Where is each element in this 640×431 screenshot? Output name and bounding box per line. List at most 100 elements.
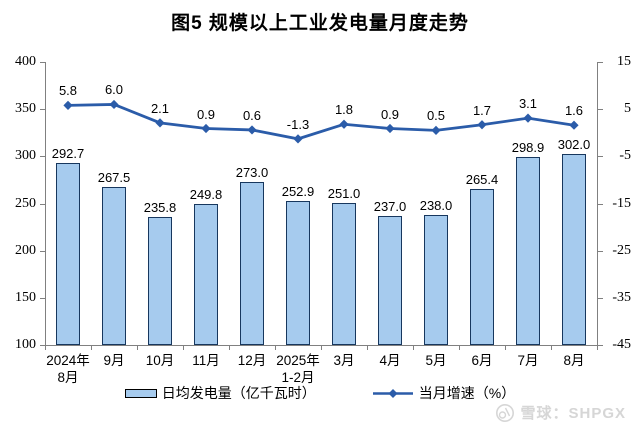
y-left-tick (40, 297, 45, 299)
line-value-label: 0.9 (196, 106, 216, 122)
y-right-tick-label: 5 (624, 101, 631, 117)
legend-item-bar: 日均发电量（亿千瓦时） (124, 383, 316, 403)
y-left-tick-label: 400 (15, 54, 36, 69)
xueqiu-logo-icon (495, 403, 515, 423)
x-axis-label: 9月 (103, 353, 125, 368)
bar-value-label: 302.0 (557, 137, 591, 153)
y-right-tick (598, 62, 603, 63)
bar-value-label: 251.0 (327, 185, 361, 201)
bar-series-swatch-icon (124, 388, 157, 398)
y-left-tick-label: 250 (15, 195, 36, 211)
x-axis-label: 5月 (425, 353, 447, 368)
y-left-tick (40, 62, 45, 63)
bar-value-label: 238.0 (419, 197, 453, 213)
x-axis-label: 8月 (563, 353, 585, 368)
x-axis-label: 12月 (237, 353, 267, 368)
bar (286, 200, 310, 345)
x-tick (505, 346, 506, 350)
bar (424, 214, 448, 345)
line-value-label: 0.5 (426, 108, 446, 124)
watermark-text: 雪球：SHPGX (520, 405, 626, 422)
y-right-tick-label: -25 (612, 242, 631, 258)
y-left-tick-label: 100 (15, 337, 36, 352)
y-right-tick-label: -15 (612, 195, 631, 211)
x-axis-label: 3月 (333, 353, 355, 368)
legend-item-line: 当月增速（%） (372, 383, 515, 403)
y-right-tick (598, 156, 603, 158)
bar-value-label: 273.0 (235, 164, 269, 180)
x-tick (413, 346, 414, 350)
line-value-label: 5.8 (58, 83, 78, 99)
x-tick (229, 346, 230, 350)
line-value-label: 6.0 (104, 82, 124, 98)
x-axis-label: 4月 (379, 353, 401, 368)
x-axis-label: 2024年 8月 (46, 353, 90, 385)
legend-line-label: 当月增速（%） (418, 385, 516, 401)
line-value-label: 2.1 (150, 100, 170, 116)
chart-title: 图5 规模以上工业发电量月度走势 (171, 13, 469, 34)
y-right-tick-label: -45 (612, 337, 631, 352)
legend: 日均发电量（亿千瓦时） 当月增速（%） (0, 383, 640, 403)
y-left-tick-label: 300 (15, 148, 36, 164)
y-right-tick (598, 250, 603, 252)
line-value-label: 1.8 (334, 102, 354, 118)
y-left-tick-label: 350 (15, 101, 36, 117)
bar (56, 163, 80, 345)
line-value-label: 0.6 (242, 107, 262, 123)
y-left-tick-label: 150 (15, 289, 36, 305)
bar-value-label: 265.4 (465, 171, 499, 187)
y-right-tick-label: -5 (619, 148, 631, 164)
y-left-tick (40, 345, 45, 346)
y-left-tick (40, 156, 45, 158)
line-value-label: 1.7 (472, 102, 492, 118)
bar-value-label: 249.8 (189, 186, 223, 202)
bar-value-label: 237.0 (373, 198, 407, 214)
line-value-label: -1.3 (286, 116, 310, 132)
y-right-tick (598, 203, 603, 205)
x-axis-label: 7月 (517, 353, 539, 368)
y-right-tick-label: 15 (617, 54, 631, 69)
y-left-axis-line (45, 62, 46, 345)
y-left-tick (40, 250, 45, 252)
bar (148, 216, 172, 345)
x-tick (367, 346, 368, 350)
y-right-tick-label: -35 (612, 289, 631, 305)
y-right-tick (598, 109, 603, 111)
line-value-label: 1.6 (564, 103, 584, 119)
line-value-label: 0.9 (380, 106, 400, 122)
bar (240, 181, 264, 345)
y-right-axis-line (597, 62, 598, 345)
bar (102, 186, 126, 345)
bar (332, 202, 356, 345)
line-value-label: 3.1 (518, 96, 538, 112)
x-tick (91, 346, 92, 350)
bar (378, 215, 402, 345)
line-series-swatch-icon (372, 388, 414, 399)
y-left-tick (40, 203, 45, 205)
legend-bar-label: 日均发电量（亿千瓦时） (161, 385, 316, 401)
bar (470, 188, 494, 345)
bar-value-label: 252.9 (281, 183, 315, 199)
x-tick (459, 346, 460, 350)
bar (516, 157, 540, 345)
x-tick (45, 346, 46, 350)
x-tick (275, 346, 276, 350)
x-axis-label: 6月 (471, 353, 493, 368)
x-tick (551, 346, 552, 350)
bar-value-label: 292.7 (51, 146, 85, 162)
x-axis-label: 2025年 1-2月 (276, 353, 320, 385)
y-left-tick (40, 109, 45, 111)
bar-value-label: 298.9 (511, 140, 545, 156)
x-axis-label: 10月 (145, 353, 175, 368)
bar (562, 154, 586, 345)
x-tick (597, 346, 598, 350)
x-tick (137, 346, 138, 350)
y-left-tick-label: 200 (15, 242, 36, 258)
x-tick (321, 346, 322, 350)
y-right-tick (598, 297, 603, 299)
x-tick (183, 346, 184, 350)
bar (194, 203, 218, 345)
bar-value-label: 235.8 (143, 199, 177, 215)
